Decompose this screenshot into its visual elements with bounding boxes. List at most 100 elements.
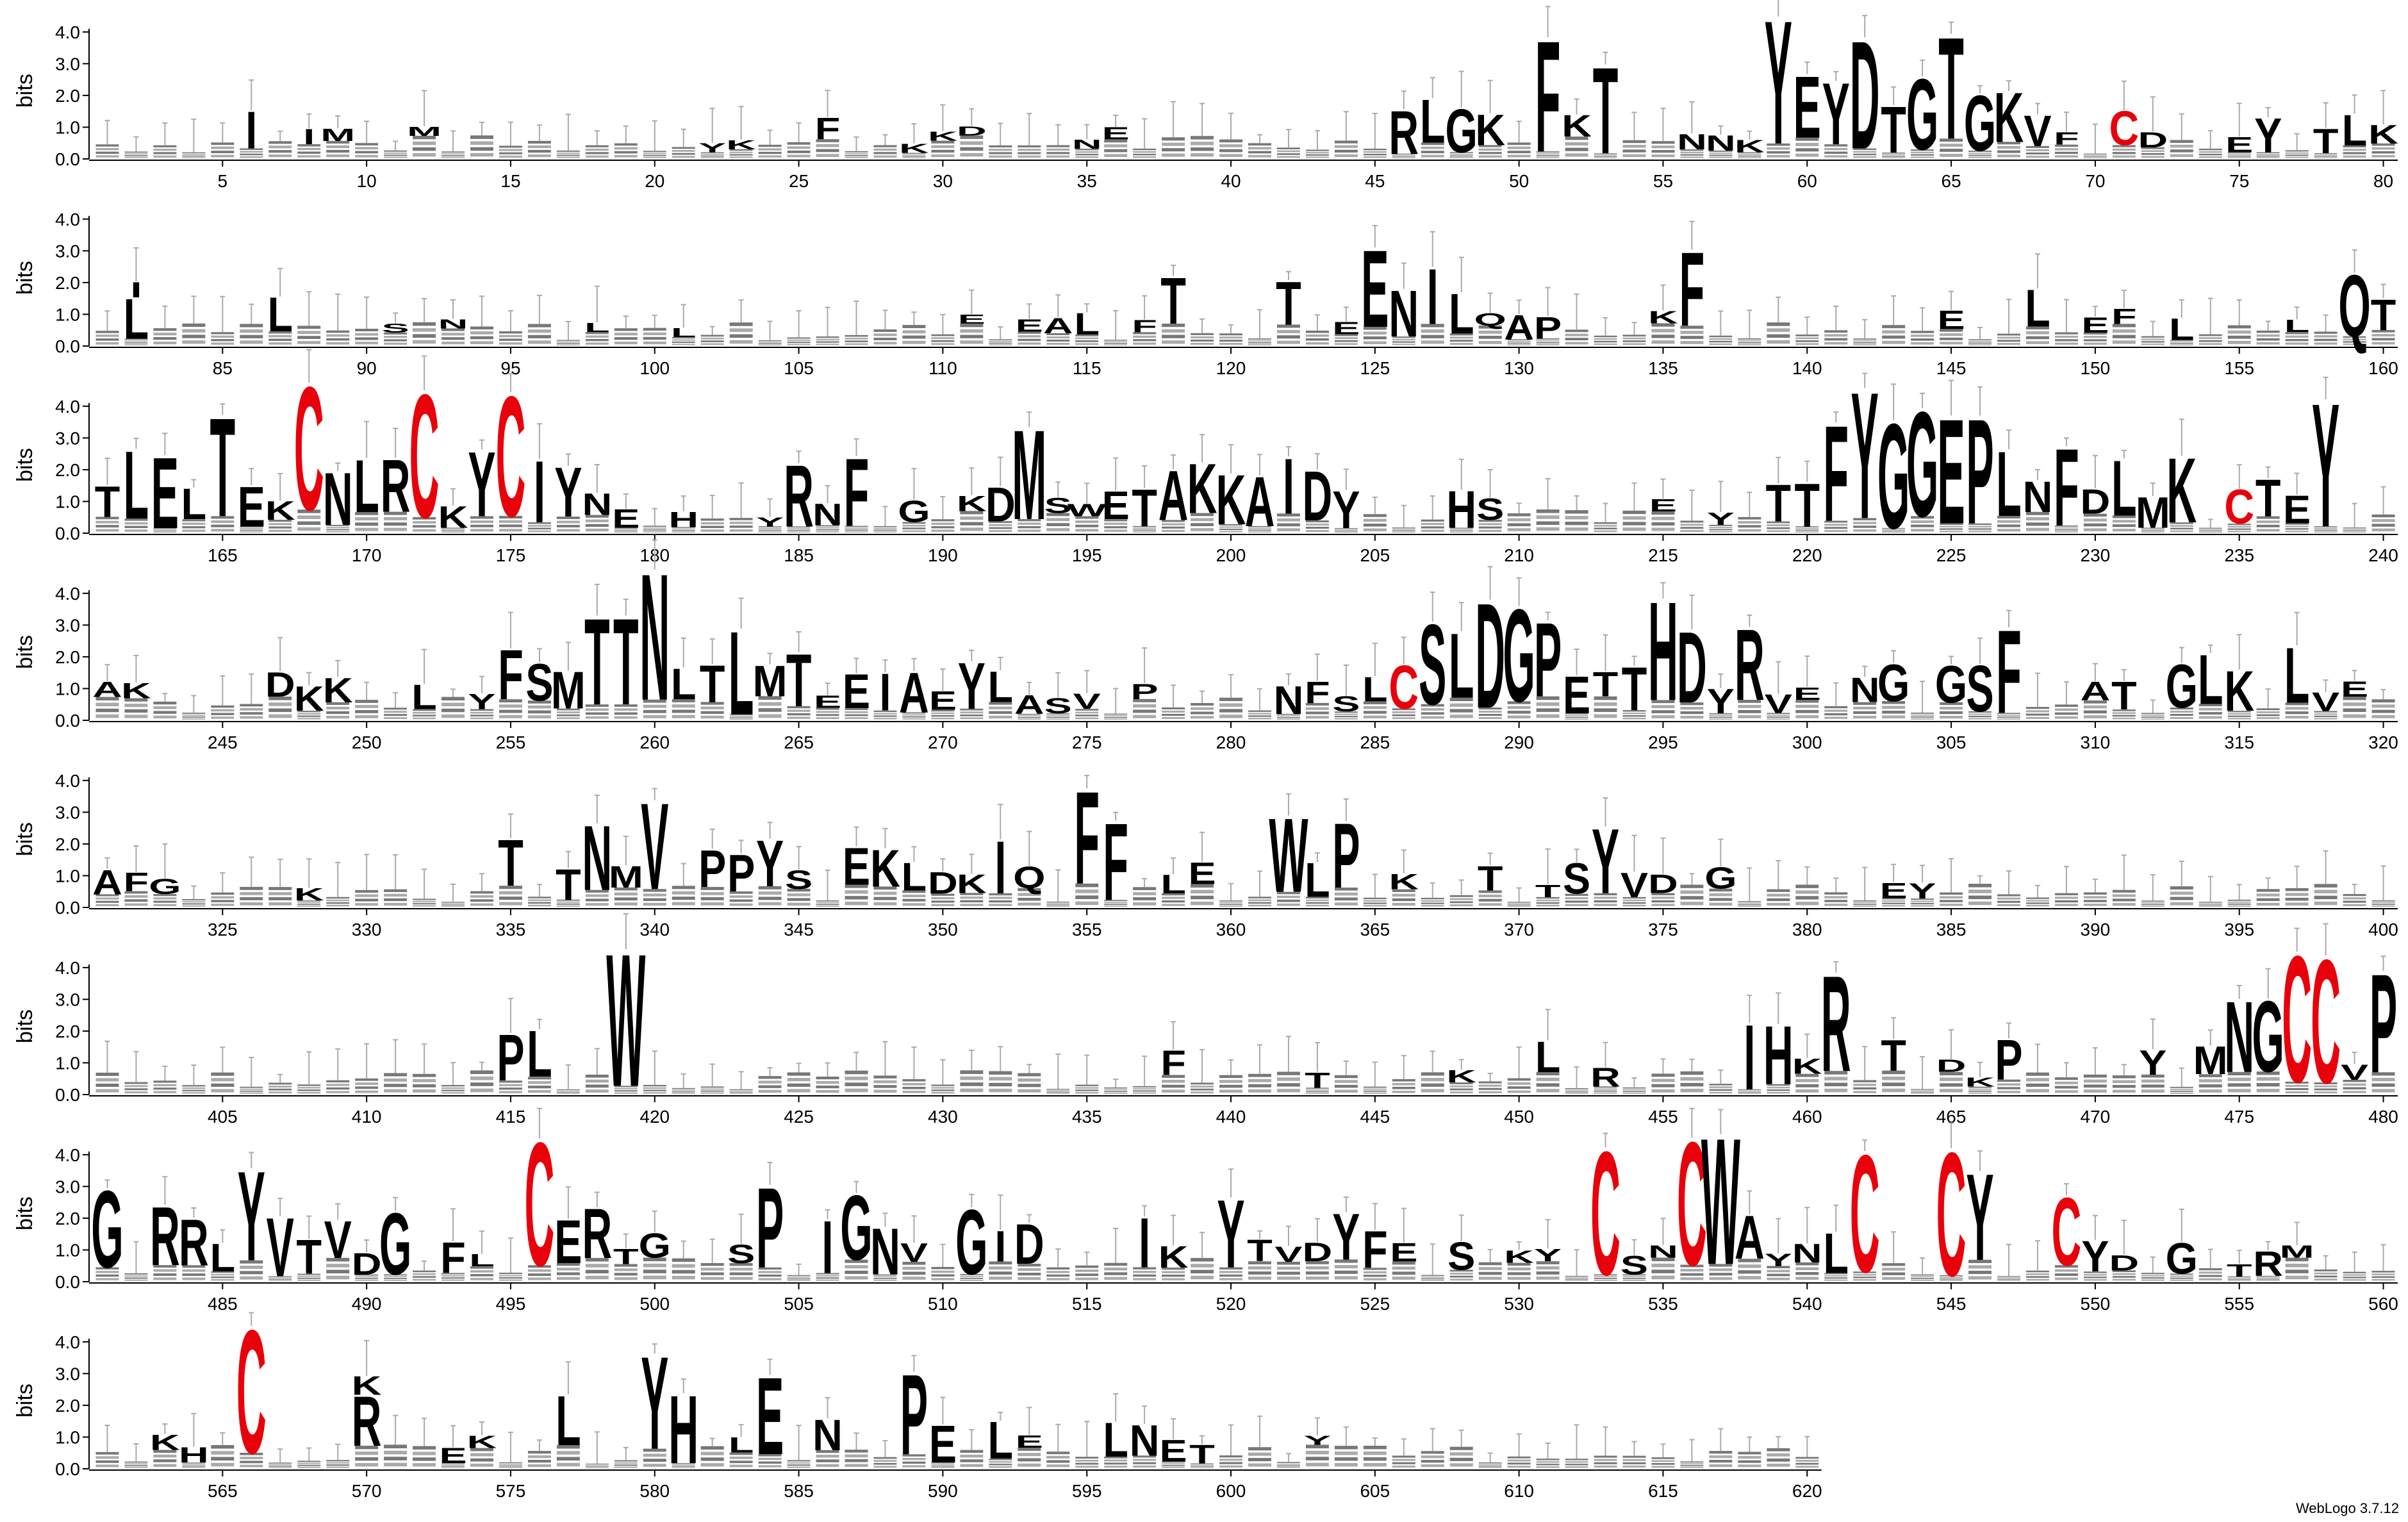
minor-residue-mark <box>1018 519 1041 522</box>
minor-residue-mark <box>355 1457 379 1461</box>
minor-residue-mark <box>1767 154 1790 158</box>
x-tick-label: 185 <box>784 545 814 565</box>
minor-residue-mark <box>2227 711 2251 713</box>
x-tick-label: 80 <box>2373 171 2393 191</box>
minor-residue-mark <box>816 707 839 710</box>
minor-residue-mark <box>758 1454 782 1457</box>
minor-residue-mark <box>1767 1453 1790 1457</box>
minor-residue-mark <box>614 143 638 146</box>
minor-residue-mark <box>1018 1458 1041 1462</box>
minor-residue-mark <box>1795 1073 1819 1077</box>
minor-residue-mark <box>1449 1457 1473 1461</box>
minor-residue-mark <box>1334 1276 1358 1280</box>
minor-residue-mark <box>1738 1093 1761 1095</box>
minor-residue-mark <box>1219 1084 1243 1088</box>
minor-residue-mark <box>1191 707 1214 710</box>
minor-residue-mark <box>1507 1466 1531 1468</box>
minor-residue-mark <box>1449 904 1473 907</box>
minor-residue-mark <box>1767 340 1790 344</box>
minor-residue-mark <box>672 1089 695 1091</box>
minor-residue-mark <box>1882 1088 1906 1093</box>
minor-residue-mark <box>1363 524 1387 527</box>
minor-residue-mark <box>527 149 551 153</box>
minor-residue-mark <box>297 1087 321 1089</box>
minor-residue-mark <box>1795 1271 1819 1275</box>
minor-residue-mark <box>1767 527 1790 529</box>
minor-residue-mark <box>1046 904 1070 906</box>
minor-residue-mark <box>1565 142 1588 146</box>
minor-residue-mark <box>2170 707 2193 710</box>
minor-residue-mark <box>268 145 292 149</box>
minor-residue-mark <box>585 1466 609 1468</box>
minor-residue-mark <box>2054 332 2078 335</box>
minor-residue-mark <box>326 1091 350 1093</box>
minor-residue-mark <box>989 1466 1012 1468</box>
minor-residue-mark <box>2371 143 2395 146</box>
minor-residue-mark <box>2141 900 2165 902</box>
x-tick-label: 560 <box>2368 1294 2398 1314</box>
x-tick-label: 615 <box>1648 1481 1678 1501</box>
residue-V: V <box>1620 865 1648 904</box>
minor-residue-mark <box>787 146 811 149</box>
minor-residue-mark <box>1276 153 1300 155</box>
minor-residue-mark <box>1363 327 1387 330</box>
residue-Y: Y <box>698 141 726 156</box>
minor-residue-mark <box>2170 902 2193 906</box>
minor-residue-mark <box>1248 151 1271 154</box>
minor-residue-mark <box>470 1458 493 1462</box>
residue-F: F <box>1160 1043 1186 1082</box>
y-tick-label: 1.0 <box>55 304 80 324</box>
minor-residue-mark <box>2170 714 2193 716</box>
residue-V: V <box>1765 689 1792 718</box>
minor-residue-mark <box>1075 340 1099 342</box>
residue-M: M <box>753 657 788 706</box>
minor-residue-mark <box>441 531 465 533</box>
minor-residue-mark <box>1421 704 1444 707</box>
minor-residue-mark <box>1449 153 1473 155</box>
minor-residue-mark <box>2025 1078 2049 1082</box>
minor-residue-mark <box>2371 904 2395 906</box>
residue-Y: Y <box>1332 1200 1360 1274</box>
minor-residue-mark <box>124 698 148 702</box>
minor-residue-mark <box>182 1273 206 1277</box>
minor-residue-mark <box>1133 892 1157 895</box>
minor-residue-mark <box>1449 527 1473 529</box>
x-tick-label: 530 <box>1504 1294 1534 1314</box>
x-tick-label: 350 <box>928 920 958 939</box>
minor-residue-mark <box>1767 328 1790 332</box>
minor-residue-mark <box>1738 344 1761 345</box>
residue-G: G <box>1877 393 1909 560</box>
minor-residue-mark <box>1622 1459 1646 1461</box>
minor-residue-mark <box>1276 714 1300 715</box>
minor-residue-mark <box>470 336 493 340</box>
minor-residue-mark <box>2112 529 2136 532</box>
minor-residue-mark <box>153 1091 177 1093</box>
x-tick-label: 550 <box>2081 1294 2111 1314</box>
minor-residue-mark <box>95 1456 119 1459</box>
residue-D: D <box>928 866 958 901</box>
minor-residue-mark <box>1767 889 1790 892</box>
x-tick-label: 360 <box>1216 920 1246 939</box>
residue-N: N <box>1274 679 1304 722</box>
minor-residue-mark <box>297 1277 321 1279</box>
minor-residue-mark <box>1162 1080 1185 1083</box>
minor-residue-mark <box>729 1460 753 1464</box>
residue-A: A <box>1014 690 1044 720</box>
minor-residue-mark <box>2054 716 2078 719</box>
residue-E: E <box>1937 305 1965 335</box>
minor-residue-mark <box>931 519 955 522</box>
minor-residue-mark <box>182 1462 206 1464</box>
minor-residue-mark <box>1363 706 1387 709</box>
minor-residue-mark <box>2371 334 2395 336</box>
minor-residue-mark <box>1968 884 1992 888</box>
minor-residue-mark <box>1565 713 1588 715</box>
minor-residue-mark <box>1449 336 1473 339</box>
minor-residue-mark <box>499 897 522 900</box>
minor-residue-mark <box>989 341 1012 342</box>
minor-residue-mark <box>643 704 666 708</box>
minor-residue-mark <box>2054 339 2078 342</box>
x-tick-label: 540 <box>1792 1294 1822 1314</box>
minor-residue-mark <box>1882 905 1906 907</box>
residue-D: D <box>265 665 295 704</box>
minor-residue-mark <box>124 1461 148 1463</box>
